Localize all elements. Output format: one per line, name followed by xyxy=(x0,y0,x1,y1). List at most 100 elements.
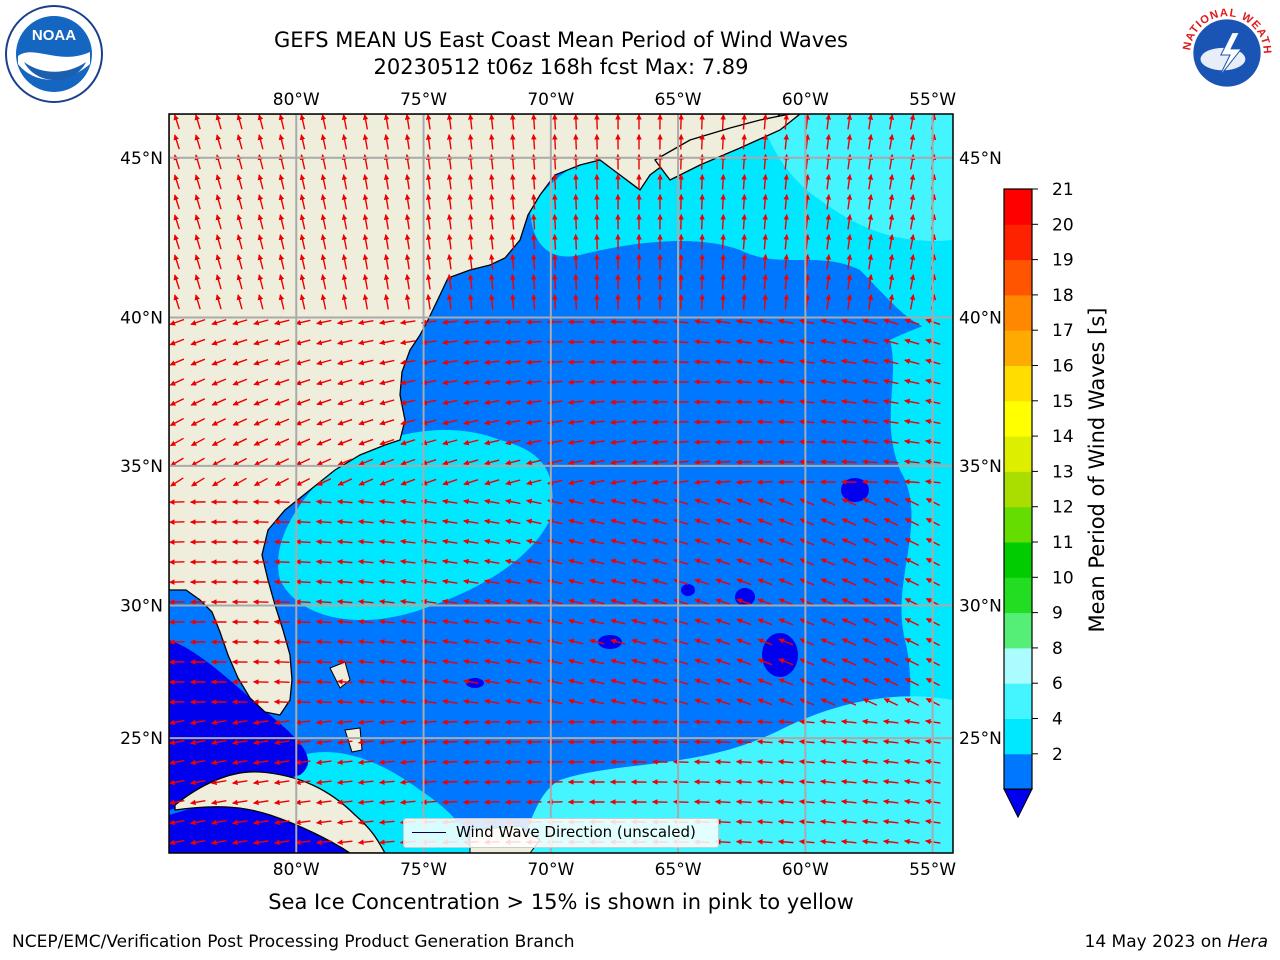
wind-wave-arrow xyxy=(694,318,710,325)
wind-wave-arrow xyxy=(299,174,306,190)
wind-wave-arrow xyxy=(299,274,306,290)
wind-wave-arrow xyxy=(778,498,794,506)
wind-wave-arrow xyxy=(400,538,416,545)
wind-wave-arrow xyxy=(804,253,811,270)
colorbar-tick-label: 9 xyxy=(1052,604,1063,624)
wind-wave-arrow xyxy=(909,254,916,270)
wind-wave-arrow xyxy=(757,518,773,526)
wind-wave-arrow xyxy=(236,214,243,230)
wind-wave-arrow xyxy=(694,538,710,546)
wind-wave-arrow xyxy=(215,174,222,190)
wind-wave-arrow xyxy=(735,819,752,825)
wind-wave-arrow xyxy=(841,698,857,706)
wind-wave-arrow xyxy=(211,398,227,406)
wind-wave-arrow xyxy=(253,739,269,746)
wind-wave-arrow xyxy=(215,274,222,290)
wind-wave-arrow xyxy=(720,133,726,150)
wind-wave-arrow xyxy=(315,639,332,645)
wind-wave-arrow xyxy=(215,134,222,150)
wind-wave-arrow xyxy=(825,294,832,310)
wind-wave-arrow xyxy=(568,498,584,505)
wind-wave-arrow xyxy=(819,418,836,425)
wind-wave-arrow xyxy=(799,698,815,706)
wind-wave-arrow xyxy=(589,479,605,486)
colorbar: 21 20 19 18 17 16 15 14 13 12 11 10 9 8 6 4 2 xyxy=(1003,180,1074,819)
wind-wave-arrow xyxy=(484,658,500,665)
wind-wave-arrow xyxy=(777,378,794,385)
wind-wave-arrow xyxy=(341,254,348,270)
wind-wave-arrow xyxy=(484,698,500,705)
wind-wave-arrow xyxy=(253,759,269,766)
wind-wave-arrow xyxy=(253,457,269,467)
wind-wave-arrow xyxy=(232,457,247,467)
wind-wave-arrow xyxy=(778,538,794,546)
wind-wave-arrow xyxy=(652,479,668,486)
wind-wave-arrow xyxy=(274,739,290,746)
wind-wave-arrow xyxy=(463,379,479,386)
wind-wave-arrow xyxy=(379,319,395,326)
wind-wave-arrow xyxy=(652,678,668,685)
wind-wave-arrow xyxy=(589,538,605,545)
wind-wave-arrow xyxy=(861,438,878,445)
wind-wave-arrow xyxy=(257,214,264,230)
wind-wave-arrow xyxy=(567,359,584,365)
wind-wave-arrow xyxy=(720,153,726,170)
wind-wave-arrow xyxy=(825,234,832,250)
wind-wave-arrow xyxy=(699,213,705,230)
wind-wave-arrow xyxy=(762,173,768,190)
wind-wave-arrow xyxy=(778,678,794,686)
wind-wave-arrow xyxy=(441,759,458,765)
wind-wave-arrow xyxy=(715,678,731,686)
wind-wave-arrow xyxy=(253,779,269,786)
wind-wave-arrow xyxy=(484,638,500,645)
wind-wave-arrow xyxy=(211,759,227,766)
wind-wave-arrow xyxy=(194,254,201,270)
wind-wave-arrow xyxy=(173,134,180,150)
wind-wave-arrow xyxy=(609,379,626,385)
wind-wave-arrow xyxy=(883,638,899,646)
wind-wave-arrow xyxy=(383,194,390,210)
wind-wave-arrow xyxy=(336,779,353,786)
wind-wave-arrow xyxy=(505,618,521,625)
wind-wave-arrow xyxy=(715,318,731,325)
wind-wave-arrow xyxy=(274,398,290,406)
wind-wave-arrow xyxy=(484,578,500,585)
wind-wave-arrow xyxy=(504,319,521,325)
wind-wave-arrow xyxy=(378,618,395,625)
wind-wave-arrow xyxy=(846,134,853,150)
wind-wave-arrow xyxy=(232,418,248,426)
wind-wave-arrow xyxy=(798,398,815,405)
wind-wave-arrow xyxy=(909,214,916,230)
wind-wave-arrow xyxy=(783,114,790,130)
wind-wave-arrow xyxy=(404,114,411,130)
wind-wave-arrow xyxy=(379,458,395,466)
wind-wave-arrow xyxy=(315,579,332,585)
wind-wave-arrow xyxy=(442,558,458,565)
wind-wave-arrow xyxy=(484,459,500,466)
wind-wave-arrow xyxy=(341,194,348,210)
wind-wave-arrow xyxy=(804,114,811,130)
wave-period-zone-north-light xyxy=(760,114,953,241)
wind-wave-arrow xyxy=(169,318,185,326)
wind-wave-arrow xyxy=(904,738,920,745)
wind-wave-arrow xyxy=(720,193,726,210)
wind-wave-arrow xyxy=(714,358,731,365)
wind-wave-arrow xyxy=(505,558,521,565)
wind-wave-arrow xyxy=(211,358,227,366)
wind-wave-arrow xyxy=(505,399,521,406)
wind-wave-arrow xyxy=(778,338,794,345)
wind-wave-arrow xyxy=(362,274,369,290)
wind-wave-arrow xyxy=(909,134,916,150)
wind-wave-arrow xyxy=(714,338,731,345)
wind-wave-arrow xyxy=(693,379,710,385)
wind-wave-arrow xyxy=(299,114,306,130)
wind-wave-arrow xyxy=(467,193,474,210)
wind-wave-arrow xyxy=(672,459,689,466)
wind-wave-arrow xyxy=(484,678,500,685)
colorbar-tick-label: 21 xyxy=(1052,180,1074,200)
wind-wave-arrow xyxy=(236,194,243,210)
wind-wave-arrow xyxy=(173,234,180,250)
wind-wave-arrow xyxy=(295,379,311,386)
wind-wave-arrow xyxy=(257,134,264,150)
wind-wave-arrow xyxy=(295,359,311,366)
